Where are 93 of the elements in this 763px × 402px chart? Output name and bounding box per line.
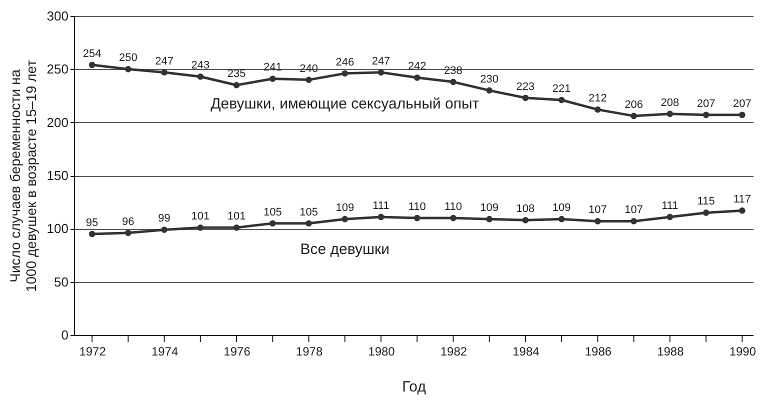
point [450,78,456,86]
data-label: 111 [372,200,390,212]
point [486,216,493,222]
point [197,224,204,231]
x-tick-label: 1972 [79,344,106,358]
data-label: 115 [697,196,715,208]
data-label: 105 [300,206,318,218]
point [666,214,674,220]
data-label: 110 [444,201,462,214]
series-label: Девушки, имеющие сексуальный опыт [210,95,480,112]
y-tick-label: 100 [46,221,68,236]
data-label: 111 [662,200,678,212]
data-label: 96 [122,216,134,228]
data-label: 108 [516,203,535,216]
data-label: 254 [82,48,102,60]
data-label: 105 [263,206,282,218]
x-axis-title: Год [402,378,426,396]
x-tick-label: 1990 [729,344,756,358]
data-label: 221 [552,83,571,96]
point [666,110,674,117]
point [233,82,240,88]
x-tick-label: 1986 [584,344,612,358]
data-label: 243 [191,60,210,72]
data-label: 230 [480,73,499,86]
data-label: 109 [480,202,499,214]
point [125,230,132,236]
data-label: 117 [733,194,751,206]
data-label: 235 [227,68,246,80]
y-tick-label: 300 [46,8,68,24]
data-label: 246 [336,56,354,68]
point [630,112,637,120]
x-tick-label: 1988 [657,344,684,358]
point [558,96,565,104]
point [269,220,276,227]
point [125,66,132,72]
point [630,218,637,224]
point [702,210,710,216]
point [414,74,420,81]
point [378,214,384,220]
x-tick-label: 1984 [512,344,540,358]
y-tick-label: 150 [46,168,68,183]
data-label: 95 [86,216,98,229]
y-tick-label: 200 [46,114,68,130]
data-label: 110 [408,201,426,214]
data-label: 247 [155,55,174,68]
point [739,207,746,214]
data-label: 206 [624,98,643,111]
data-label: 208 [660,96,680,109]
y-tick-label: 0 [61,328,68,342]
data-label: 250 [118,52,138,64]
point [306,220,312,227]
x-tick-label: 1974 [151,344,178,358]
point [161,69,168,76]
point [558,216,565,222]
point [378,69,384,76]
series-label: Все девушки [300,241,390,258]
data-label: 109 [552,202,571,214]
point [522,94,529,102]
point [342,216,348,222]
point [306,76,312,83]
point [269,76,276,82]
point [88,62,96,68]
point [414,214,420,222]
data-label: 101 [191,210,210,223]
data-label: 247 [372,55,390,68]
point [450,214,456,222]
data-label: 99 [158,212,170,225]
data-label: 107 [588,204,607,216]
x-tick-label: 1978 [296,344,323,358]
point [88,230,96,238]
data-label: 109 [336,202,354,214]
data-label: 212 [588,92,607,105]
x-tick-label: 1982 [440,344,468,358]
point [486,87,493,94]
data-label: 107 [624,204,643,216]
y-tick-label: 50 [54,274,68,290]
point [702,112,710,118]
point [522,217,529,224]
data-label: 101 [227,210,246,223]
data-label: 207 [696,98,716,110]
point [594,106,601,113]
point [594,218,601,224]
point [233,224,240,231]
point [161,226,168,233]
point [739,112,746,118]
data-label: 207 [732,98,752,110]
data-label: 223 [516,80,535,93]
y-axis-title: Число случаев беременности на 1000 девушек в возрасте 15–19 лет [6,59,39,292]
point [342,70,348,77]
x-tick-label: 1980 [368,344,396,358]
y-tick-label: 250 [46,62,68,77]
point [197,73,204,80]
x-tick-label: 1976 [224,344,251,358]
